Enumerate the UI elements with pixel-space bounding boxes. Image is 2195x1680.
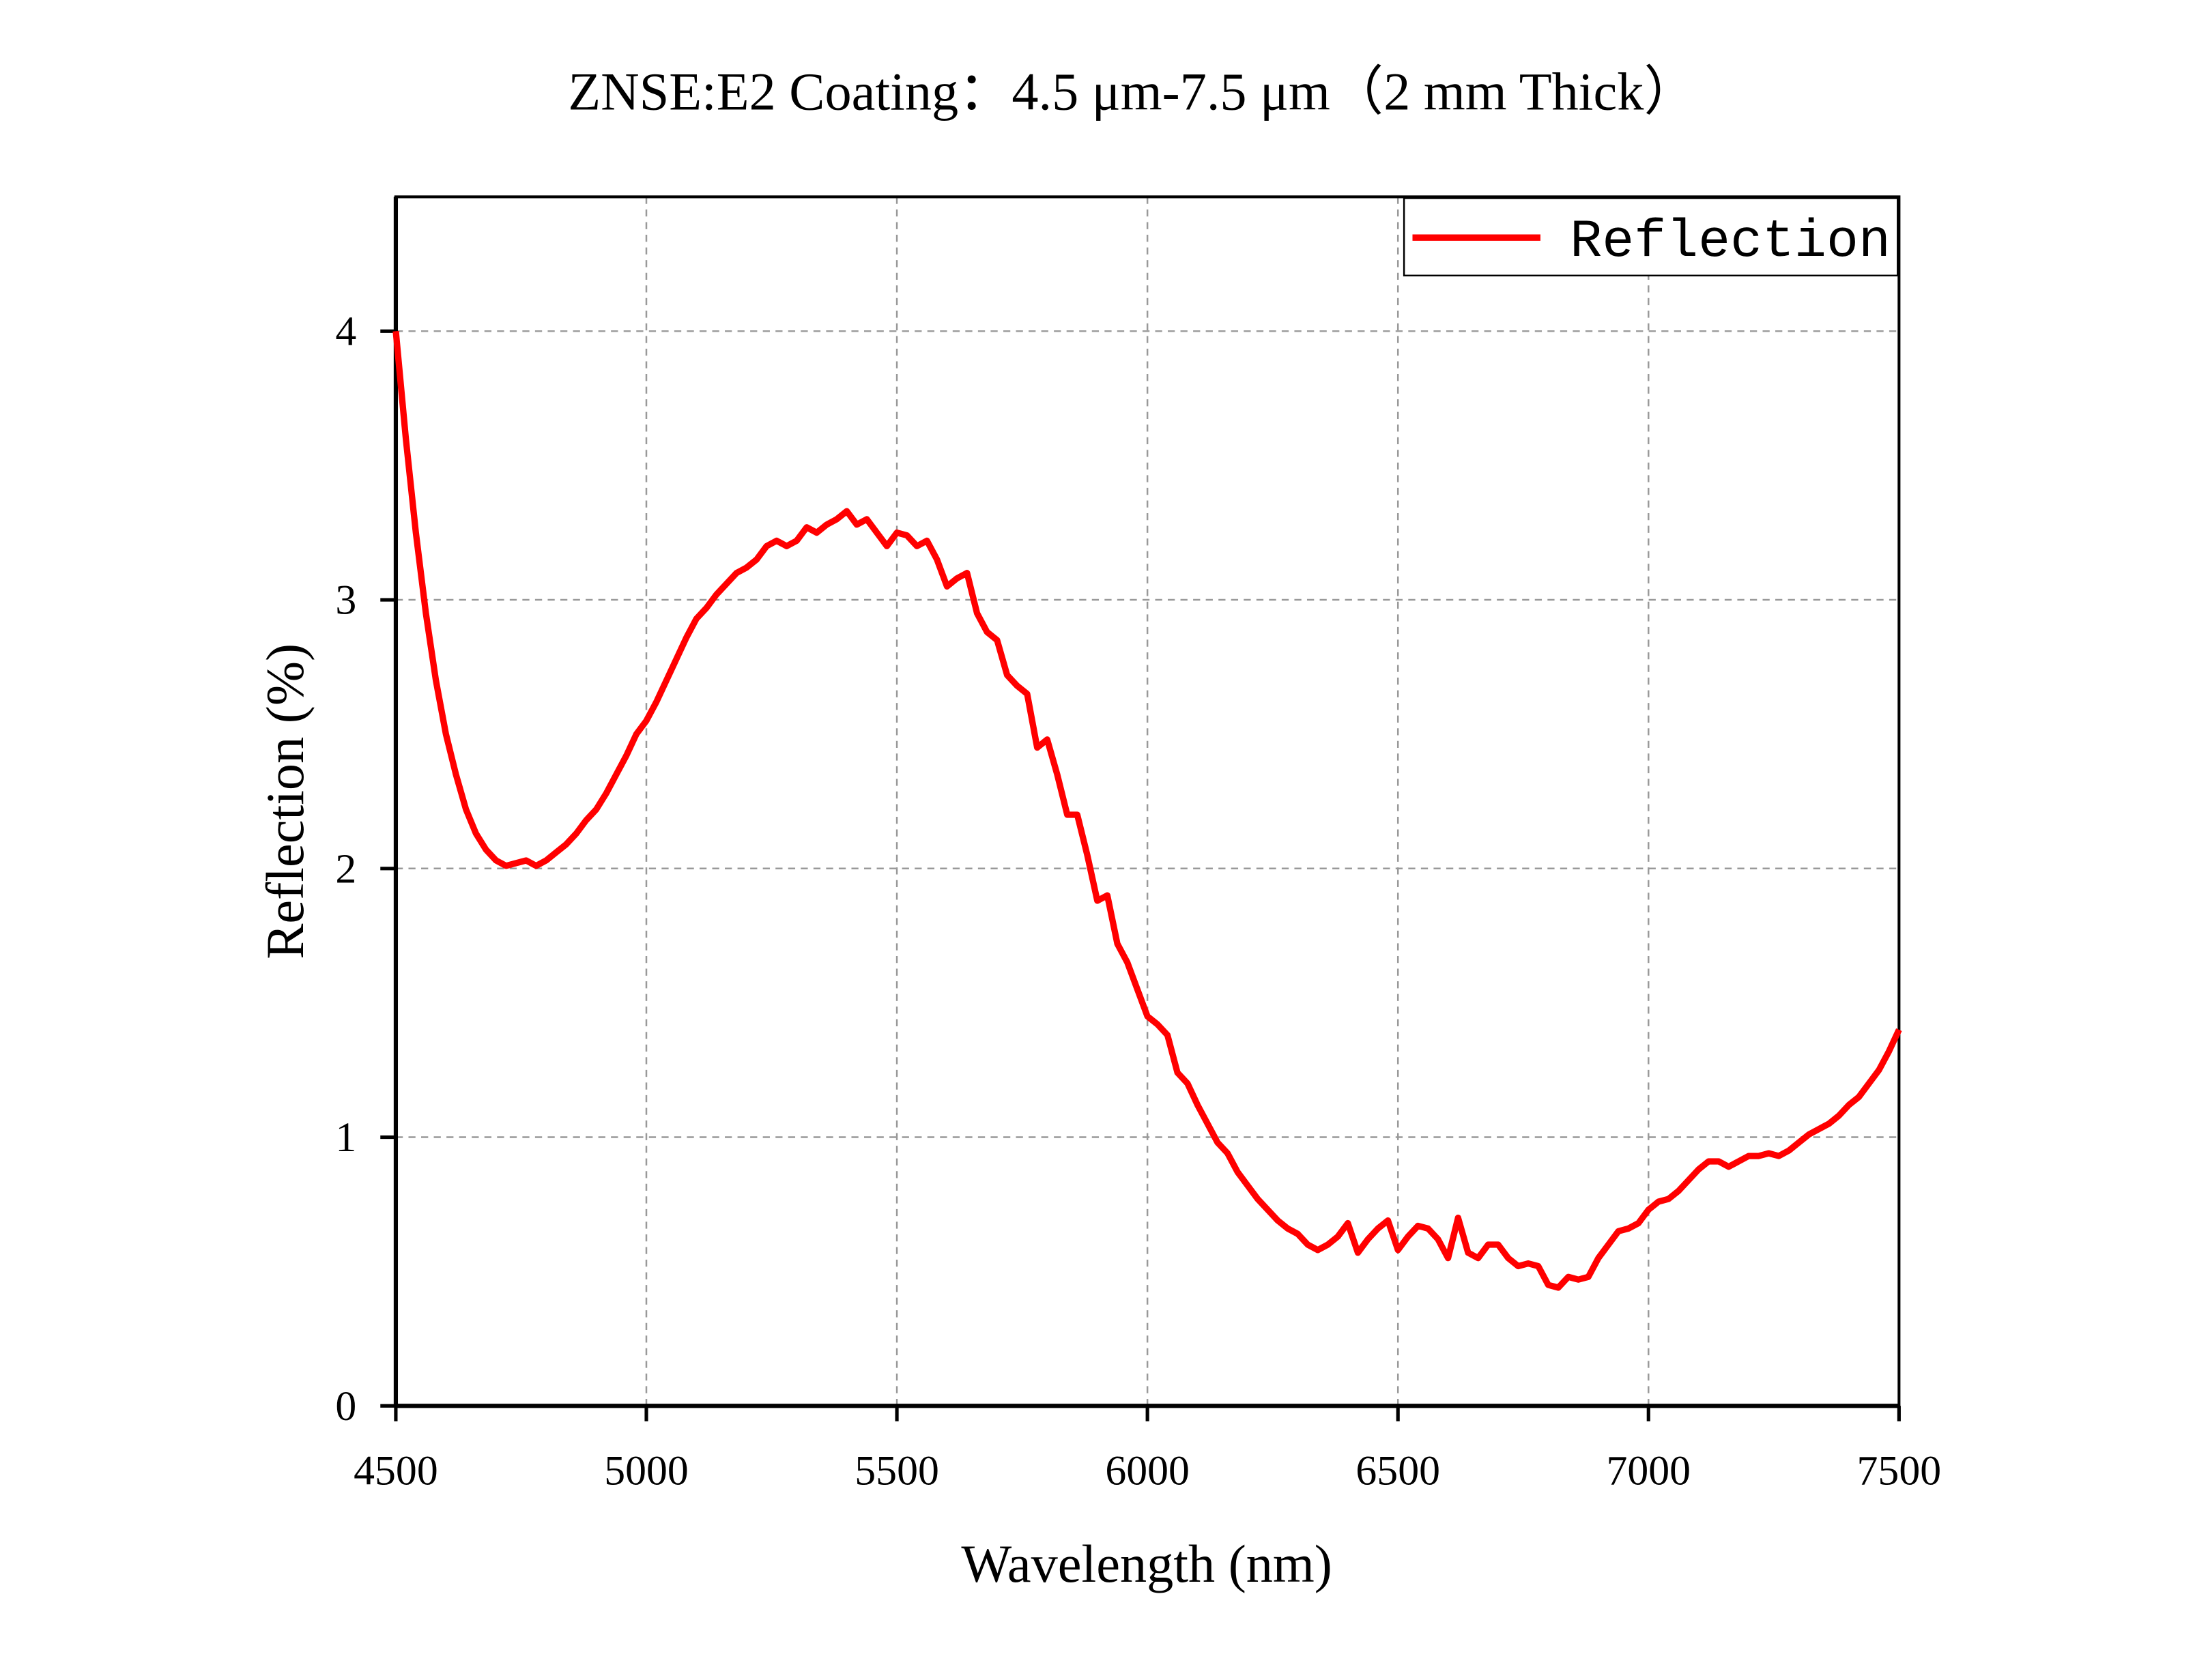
x-tick-label: 7000 — [1606, 1448, 1691, 1494]
x-tick-label: 5000 — [604, 1448, 689, 1494]
legend-label: Reflection — [1570, 212, 1891, 272]
x-tick-label: 4500 — [354, 1448, 438, 1494]
chart-title: ZNSE:E2 Coating：4.5 μm-7.5 μm（2 mm Thick… — [568, 62, 1697, 121]
y-axis-label: Reflection (%) — [255, 643, 315, 959]
y-tick-label: 2 — [335, 845, 356, 892]
x-axis-label: Wavelength (nm) — [961, 1534, 1332, 1593]
x-tick-label: 7500 — [1857, 1448, 1942, 1494]
x-tick-label: 6000 — [1105, 1448, 1190, 1494]
y-tick-label: 3 — [335, 577, 356, 624]
x-tick-label: 5500 — [855, 1448, 939, 1494]
y-tick-label: 0 — [335, 1383, 356, 1430]
data-line — [392, 330, 1902, 1291]
legend-box — [1403, 197, 1899, 277]
y-tick-label: 1 — [335, 1114, 356, 1161]
x-tick-label: 6500 — [1355, 1448, 1440, 1494]
y-tick-label: 4 — [335, 308, 356, 355]
